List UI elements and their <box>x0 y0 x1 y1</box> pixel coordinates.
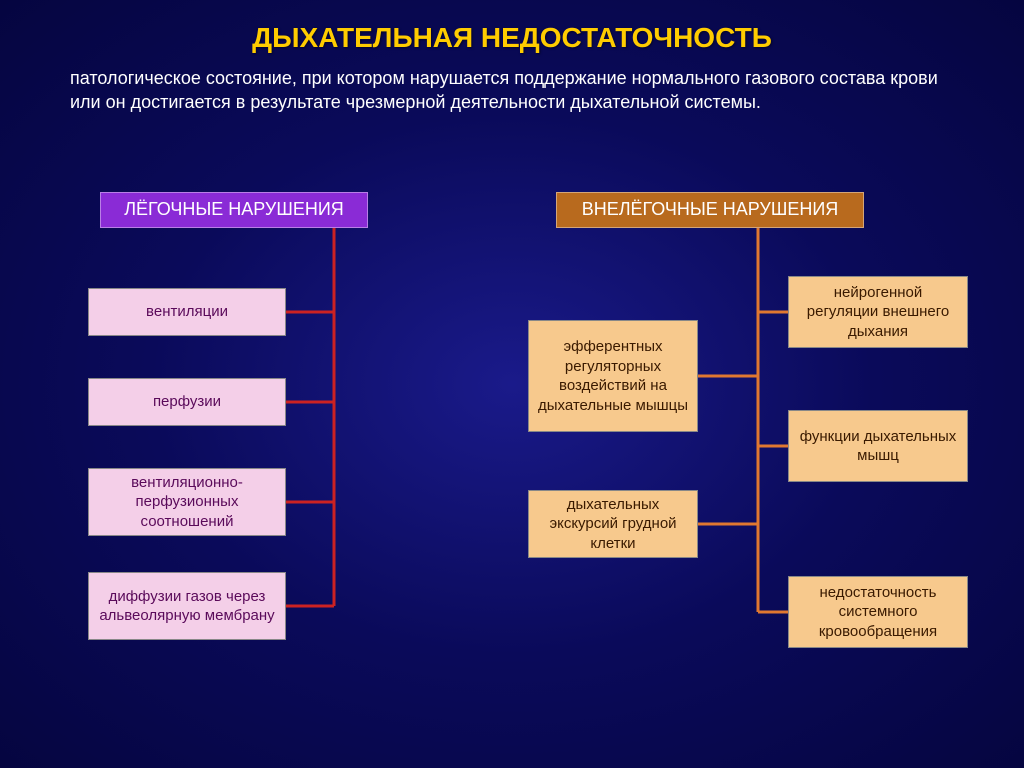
left-item-0: вентиляции <box>88 288 286 336</box>
right-item-2: недостаточность системного кровообращени… <box>788 576 968 648</box>
left-item-3: диффузии газов через альвеолярную мембра… <box>88 572 286 640</box>
subtitle-text: патологическое состояние, при котором на… <box>70 66 954 115</box>
left-category-header: ЛЁГОЧНЫЕ НАРУШЕНИЯ <box>100 192 368 228</box>
right-item-1: функции дыхательных мышц <box>788 410 968 482</box>
page-title: ДЫХАТЕЛЬНАЯ НЕДОСТАТОЧНОСТЬ <box>0 0 1024 54</box>
left-item-1: перфузии <box>88 378 286 426</box>
mid-item-0: эфферентных регуляторных воздействий на … <box>528 320 698 432</box>
right-category-header: ВНЕЛЁГОЧНЫЕ НАРУШЕНИЯ <box>556 192 864 228</box>
mid-item-1: дыхательных экскурсий грудной клетки <box>528 490 698 558</box>
left-item-2: вентиляционно-перфузионных соотношений <box>88 468 286 536</box>
right-item-0: нейрогенной регуляции внешнего дыхания <box>788 276 968 348</box>
